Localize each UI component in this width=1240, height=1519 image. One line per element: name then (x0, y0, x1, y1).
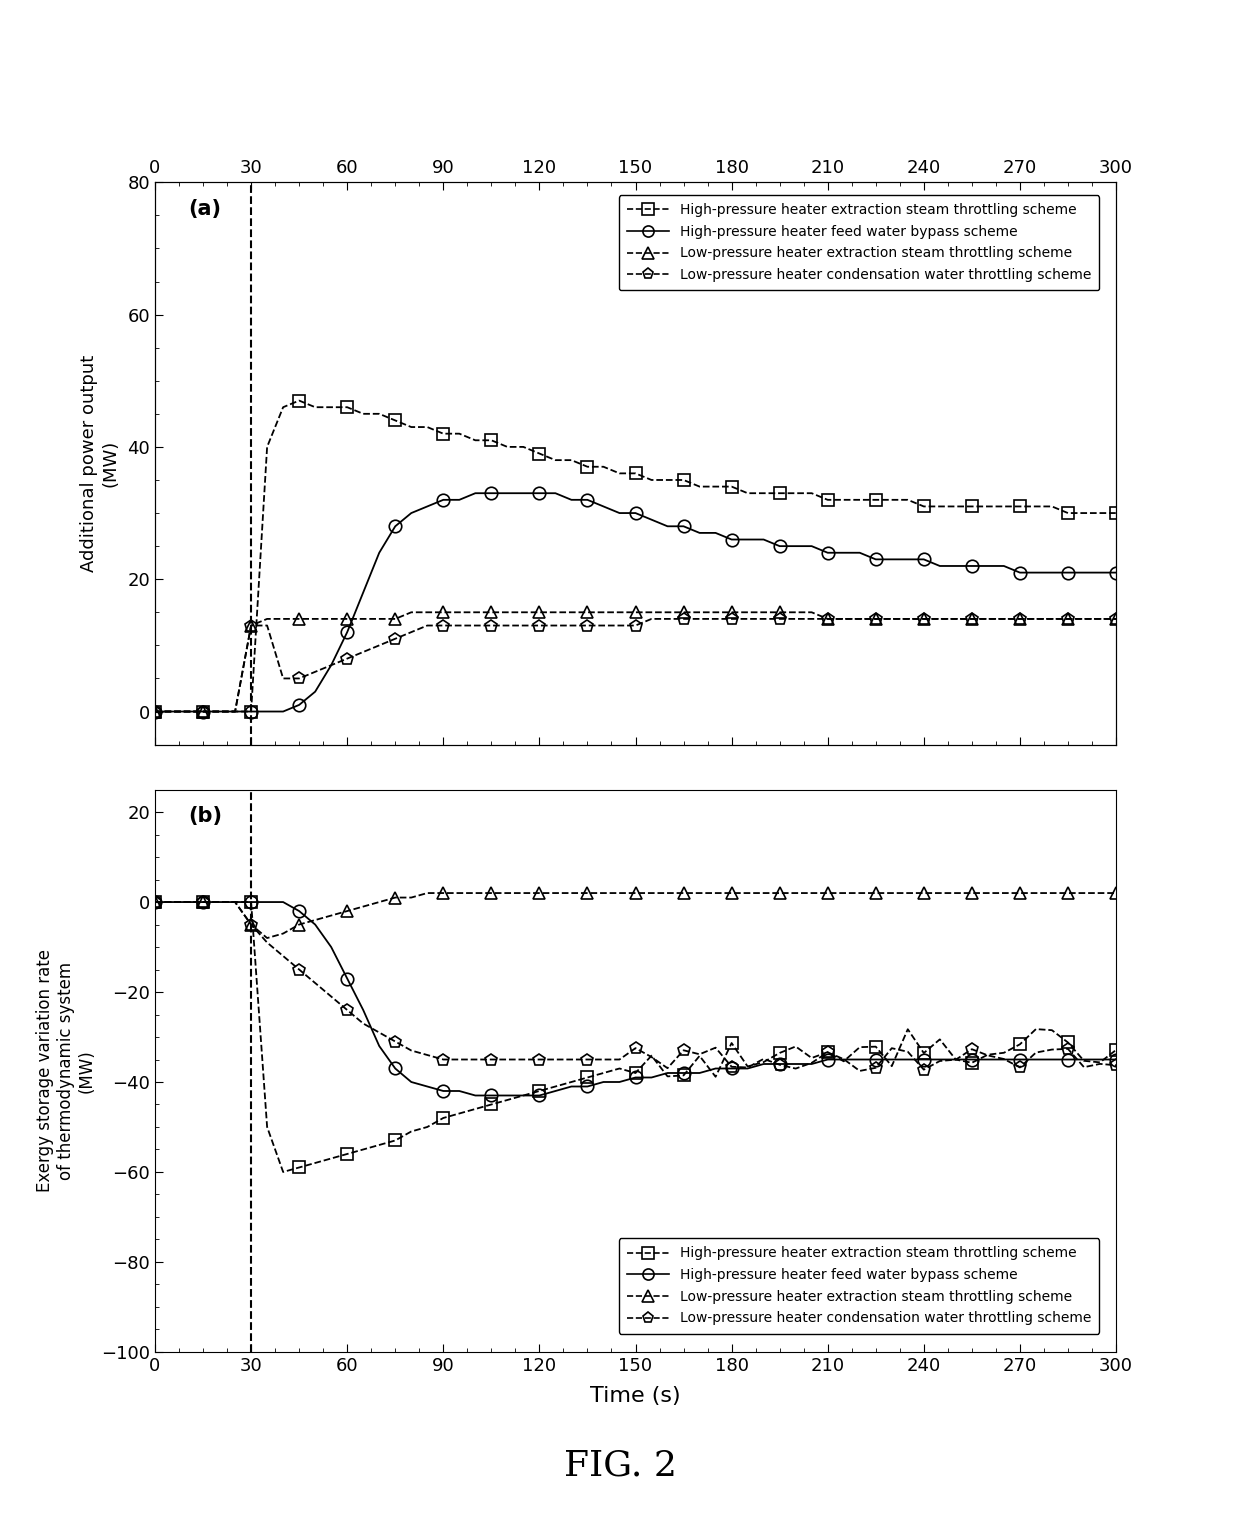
Y-axis label: Exergy storage variation rate
of thermodynamic system
(MW): Exergy storage variation rate of thermod… (36, 949, 95, 1192)
Text: (a): (a) (188, 199, 222, 219)
Y-axis label: Additional power output
(MW): Additional power output (MW) (81, 355, 119, 573)
Legend: High-pressure heater extraction steam throttling scheme, High-pressure heater fe: High-pressure heater extraction steam th… (619, 1238, 1100, 1334)
Text: (b): (b) (188, 807, 223, 826)
Text: FIG. 2: FIG. 2 (563, 1449, 677, 1483)
Legend: High-pressure heater extraction steam throttling scheme, High-pressure heater fe: High-pressure heater extraction steam th… (619, 194, 1100, 290)
X-axis label: Time (s): Time (s) (590, 1385, 681, 1407)
